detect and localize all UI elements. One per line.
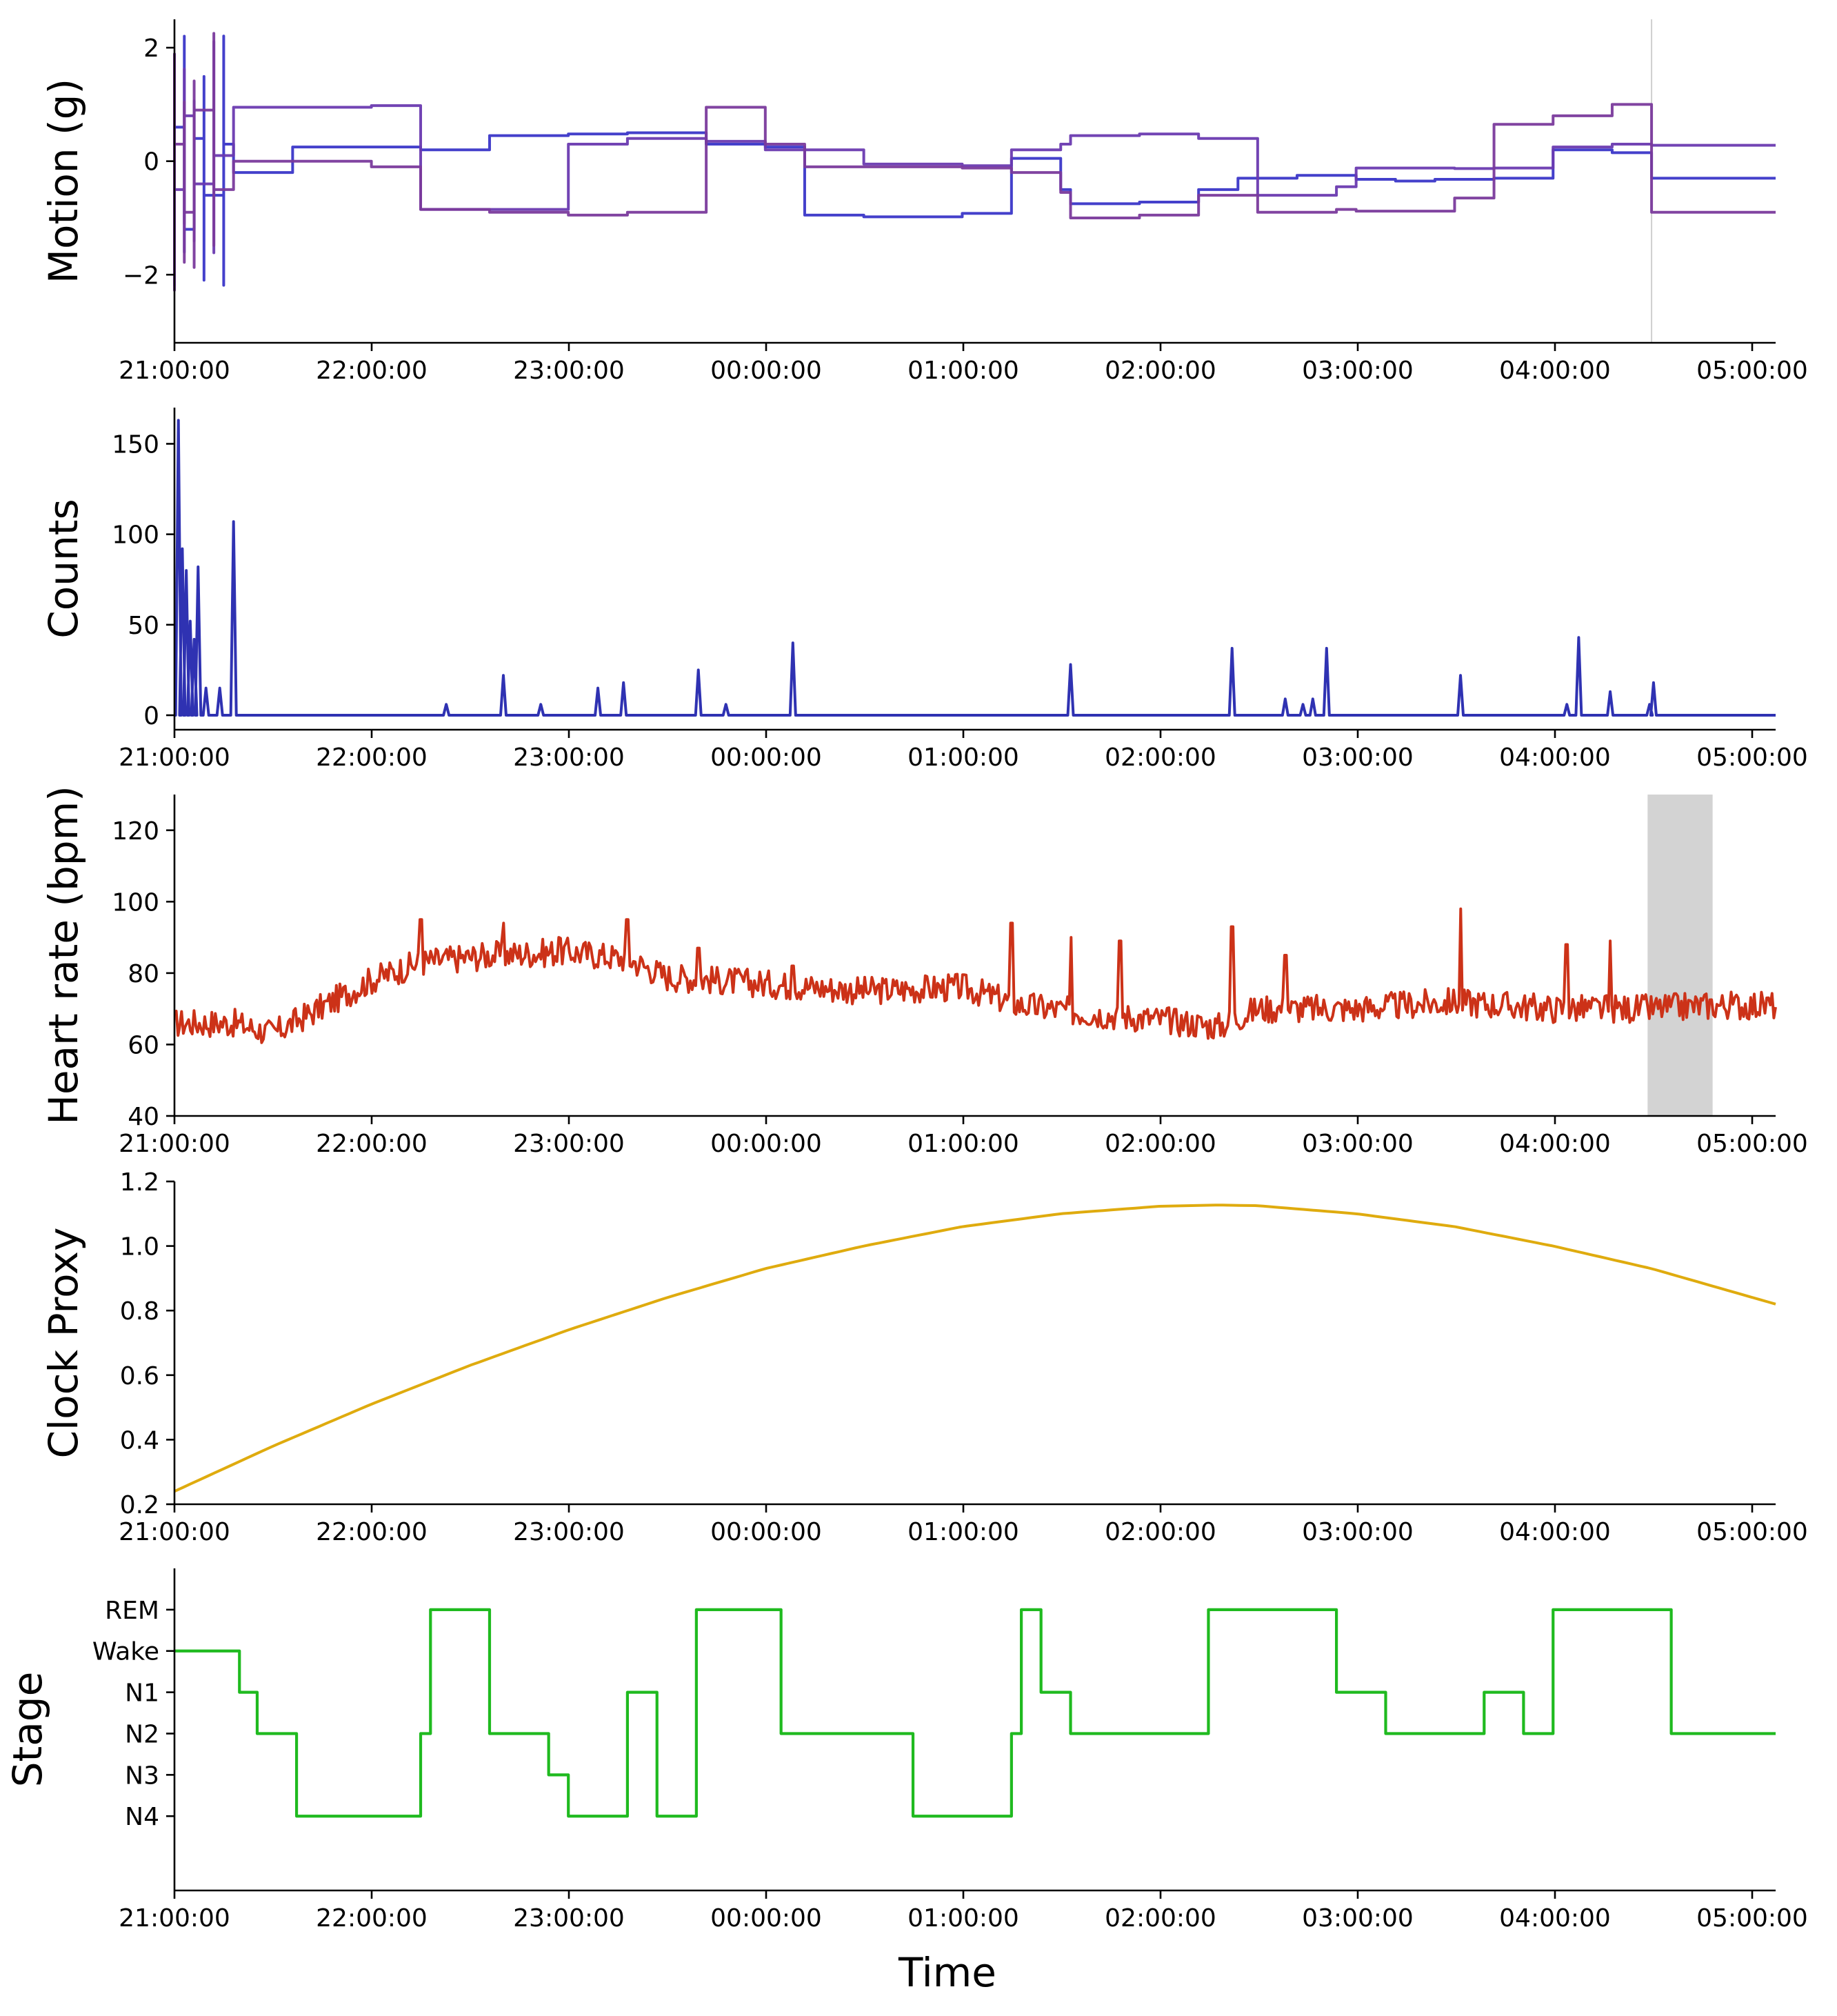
x-tick-label: 00:00:00 [710,1518,822,1546]
x-tick-label: 02:00:00 [1105,357,1216,385]
y-tick-label: 50 [128,612,159,640]
x-tick-label: 04:00:00 [1499,1518,1611,1546]
x-tick-label: 23:00:00 [513,1904,625,1933]
y-tick-label: N4 [125,1803,159,1831]
y-tick-label: −2 [123,261,159,290]
y-tick-label: 0.4 [120,1426,159,1455]
x-tick-label: 00:00:00 [710,743,822,772]
shaded-interval [1647,795,1713,1116]
x-tick-label: 21:00:00 [119,1904,230,1933]
x-tick-label: 22:00:00 [316,1518,428,1546]
x-tick-label: 21:00:00 [119,1130,230,1158]
x-tick-label: 05:00:00 [1696,357,1808,385]
x-tick-label: 00:00:00 [710,357,822,385]
x-tick-label: 03:00:00 [1302,743,1414,772]
y-axis-label: Stage [4,1672,51,1788]
x-tick-label: 01:00:00 [907,1904,1019,1933]
x-tick-label: 03:00:00 [1302,1130,1414,1158]
x-tick-label: 02:00:00 [1105,1904,1216,1933]
y-axis-label: Counts [40,499,87,638]
y-tick-label: REM [105,1597,159,1625]
y-tick-label: 1.0 [120,1233,159,1261]
counts-panel: 21:00:00 22:00:00 23:00:00 00:00:00 01:00:00… [40,408,1808,772]
x-tick-label: 22:00:00 [316,357,428,385]
y-tick-label: N2 [125,1720,159,1748]
x-tick-label: 23:00:00 [513,1518,625,1546]
x-tick-label: 03:00:00 [1302,1904,1414,1933]
series-line [174,419,1776,717]
x-tick-label: 01:00:00 [907,357,1019,385]
y-tick-label: 150 [112,430,159,459]
y-tick-label: 120 [112,817,159,846]
x-tick-label: 21:00:00 [119,357,230,385]
series-line [173,34,1776,287]
y-tick-label: N1 [125,1679,159,1708]
x-tick-label: 02:00:00 [1105,1130,1216,1158]
series-line [174,907,1777,1044]
y-tick-label: 2 [143,34,159,63]
x-tick-label: 22:00:00 [316,743,428,772]
x-axis-label: Time [898,1949,996,1996]
y-tick-label: 60 [128,1031,159,1059]
x-tick-label: 23:00:00 [513,357,625,385]
x-tick-label: 05:00:00 [1696,743,1808,772]
x-tick-label: 05:00:00 [1696,1518,1808,1546]
stage-panel: 21:00:00 22:00:00 23:00:00 00:00:00 01:00:00… [4,1568,1808,1996]
x-tick-label: 23:00:00 [513,1130,625,1158]
clock-proxy-panel: 21:00:00 22:00:00 23:00:00 00:00:00 01:00:00… [40,1168,1808,1546]
x-tick-label: 04:00:00 [1499,357,1611,385]
x-tick-label: 01:00:00 [907,743,1019,772]
x-tick-label: 21:00:00 [119,1518,230,1546]
x-tick-label: 01:00:00 [907,1130,1019,1158]
y-tick-label: 80 [128,960,159,988]
series-line [174,1204,1776,1493]
y-tick-label: 0.2 [120,1491,159,1519]
y-tick-label: 0 [143,148,159,177]
y-axis-label: Motion (g) [40,79,87,283]
x-tick-label: 21:00:00 [119,743,230,772]
x-tick-label: 23:00:00 [513,743,625,772]
x-tick-label: 02:00:00 [1105,1518,1216,1546]
x-tick-label: 00:00:00 [710,1904,822,1933]
x-tick-label: 04:00:00 [1499,1904,1611,1933]
y-tick-label: 100 [112,888,159,917]
x-tick-label: 01:00:00 [907,1518,1019,1546]
y-tick-label: 100 [112,521,159,550]
y-axis-label: Heart rate (bpm) [40,786,87,1125]
y-tick-label: Wake [92,1638,159,1666]
y-tick-label: 0.8 [120,1297,159,1326]
motion-panel: 21:00:00 22:00:00 23:00:00 00:00:00 01:00:00… [40,19,1808,385]
series-line [173,32,1776,292]
x-tick-label: 05:00:00 [1696,1130,1808,1158]
series-line [174,1608,1776,1818]
x-tick-label: 03:00:00 [1302,357,1414,385]
y-tick-label: N3 [125,1761,159,1790]
x-tick-label: 22:00:00 [316,1904,428,1933]
y-tick-label: 0.6 [120,1362,159,1390]
y-tick-label: 0 [143,702,159,730]
x-tick-label: 03:00:00 [1302,1518,1414,1546]
y-tick-label: 1.2 [120,1168,159,1197]
y-tick-label: 40 [128,1103,159,1131]
x-tick-label: 04:00:00 [1499,743,1611,772]
x-tick-label: 04:00:00 [1499,1130,1611,1158]
heart-rate-panel: 21:00:00 22:00:00 23:00:00 00:00:00 01:00:00… [40,786,1808,1158]
x-tick-label: 05:00:00 [1696,1904,1808,1933]
x-tick-label: 00:00:00 [710,1130,822,1158]
y-axis-label: Clock Proxy [40,1228,87,1459]
x-tick-label: 02:00:00 [1105,743,1216,772]
x-tick-label: 22:00:00 [316,1130,428,1158]
